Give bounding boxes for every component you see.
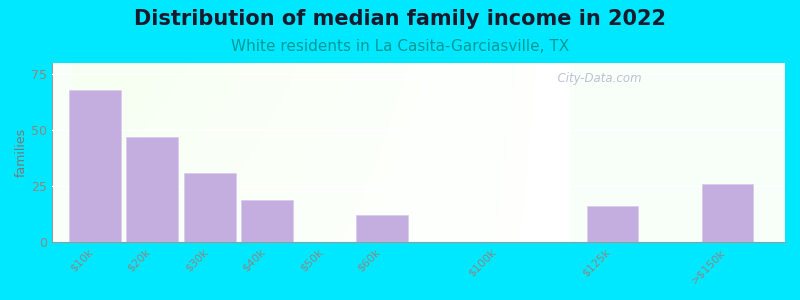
Bar bbox=[184, 173, 236, 242]
Bar bbox=[357, 215, 408, 242]
Bar bbox=[69, 90, 121, 242]
Bar bbox=[242, 200, 294, 242]
Bar bbox=[126, 137, 178, 242]
Y-axis label: families: families bbox=[15, 128, 28, 177]
Bar bbox=[586, 206, 638, 242]
Text: White residents in La Casita-Garciasville, TX: White residents in La Casita-Garciasvill… bbox=[231, 39, 569, 54]
Text: City-Data.com: City-Data.com bbox=[550, 72, 642, 85]
Text: Distribution of median family income in 2022: Distribution of median family income in … bbox=[134, 9, 666, 29]
Bar bbox=[702, 184, 754, 242]
